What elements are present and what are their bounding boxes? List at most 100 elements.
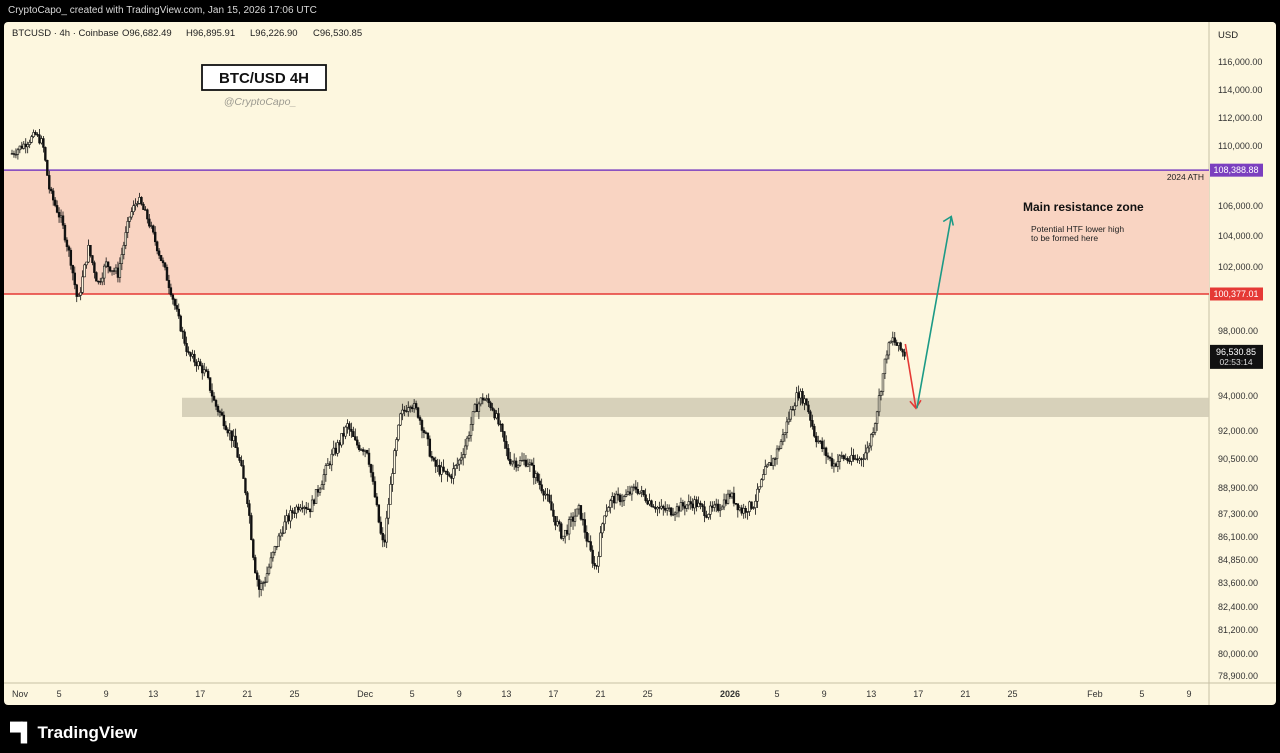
candle-body: [371, 472, 375, 482]
candle-body: [393, 450, 396, 474]
candle-body: [359, 449, 363, 451]
candle-body: [801, 391, 804, 404]
candle-body: [22, 143, 25, 149]
candle-body: [144, 209, 147, 211]
candle-body: [269, 557, 273, 568]
candle-body: [12, 153, 16, 155]
candle-body: [852, 454, 855, 460]
candle-body: [799, 391, 802, 399]
candle-body: [342, 433, 345, 437]
candle-body: [377, 504, 381, 523]
candle-body: [483, 399, 486, 401]
candle-body: [224, 425, 228, 431]
candle-body: [834, 463, 838, 467]
candle-body: [10, 153, 14, 155]
candle-body: [236, 447, 239, 458]
resistance-badge-value: 100,377.01: [1213, 289, 1258, 299]
candle-body: [336, 442, 339, 454]
candle-body: [479, 397, 483, 405]
candle-body: [183, 331, 186, 344]
candle-body: [322, 474, 326, 485]
time-tick-label: 13: [148, 689, 158, 699]
candle-body: [854, 458, 857, 460]
tradingview-logo[interactable]: ▀▌ TradingView: [10, 722, 137, 743]
price-tick-label: 116,000.00: [1218, 57, 1262, 67]
candle-body: [667, 507, 671, 509]
candle-body: [565, 529, 569, 535]
candle-body: [367, 452, 371, 465]
candle-body: [742, 508, 745, 514]
time-tick-label: 25: [1007, 689, 1017, 699]
time-tick-label: 9: [1186, 689, 1191, 699]
candle-body: [205, 369, 208, 372]
candle-body: [550, 501, 553, 511]
candle-body: [756, 488, 759, 502]
candle-body: [450, 475, 453, 479]
candle-body: [438, 465, 441, 475]
candle-body: [122, 245, 126, 255]
candle-body: [277, 535, 280, 547]
candle-body: [481, 397, 484, 401]
price-axis[interactable]: 116,000.00 114,000.00 112,000.00 110,000.00…: [1218, 57, 1263, 681]
candle-body: [891, 337, 894, 342]
candle-body: [271, 551, 275, 559]
candle-body: [63, 224, 67, 241]
candle-body: [83, 264, 86, 278]
candle-body: [467, 435, 471, 439]
candle-body: [69, 249, 73, 266]
candle-body: [613, 496, 616, 504]
candle-body: [191, 353, 194, 357]
price-tick-label: 86,100.00: [1218, 532, 1258, 542]
candle-body: [138, 197, 141, 204]
candle-body: [128, 216, 131, 222]
candle-body: [159, 255, 163, 261]
candles-layer: [10, 129, 906, 598]
time-tick-label: 13: [501, 689, 511, 699]
candle-body: [112, 270, 116, 272]
time-axis[interactable]: Nov 5 9 13 17 21 25 Dec 5 9 13 17 21 25 2026 5 9 13 17 21 25…: [12, 689, 1192, 699]
candle-body: [836, 461, 840, 467]
candle-body: [434, 459, 437, 467]
candle-body: [293, 512, 296, 514]
candle-body: [203, 369, 206, 374]
candle-body: [567, 519, 571, 535]
candle-body: [493, 409, 496, 419]
candle-body: [150, 225, 153, 227]
candle-body: [226, 429, 229, 434]
price-tick-label: 106,000.00: [1218, 201, 1263, 211]
candle-body: [542, 490, 545, 496]
candle-body: [650, 500, 653, 507]
candle-body: [758, 486, 761, 490]
candle-body: [899, 342, 902, 350]
candle-body: [579, 505, 583, 520]
candle-body: [146, 209, 149, 220]
candle-body: [102, 265, 106, 279]
candle-body: [603, 515, 606, 525]
candle-body: [175, 305, 178, 310]
candle-body: [689, 501, 692, 505]
candle-body: [220, 412, 224, 416]
candle-body: [662, 505, 665, 509]
candle-body: [338, 442, 341, 446]
candle-body: [136, 203, 139, 205]
candle-body: [197, 361, 200, 367]
candle-body: [16, 149, 20, 155]
price-chart[interactable]: BTCUSD · 4h · Coinbase O96,682.49 H96,89…: [4, 22, 1276, 705]
candle-body: [32, 132, 35, 137]
candle-body: [752, 507, 755, 509]
candle-body: [401, 409, 404, 415]
resistance-zone-title: Main resistance zone: [1023, 200, 1144, 214]
candle-body: [93, 262, 96, 273]
time-tick-label: 9: [457, 689, 462, 699]
time-tick-label: 13: [866, 689, 876, 699]
candle-body: [432, 457, 435, 461]
title-box[interactable]: BTC/USD 4H: [201, 64, 327, 91]
candle-body: [261, 582, 265, 584]
candle-body: [605, 510, 608, 517]
candle-body: [862, 458, 865, 460]
candle-body: [414, 403, 418, 409]
candle-body: [259, 583, 263, 590]
candle-body: [638, 491, 641, 494]
candle-body: [475, 404, 479, 412]
candle-body: [509, 458, 512, 465]
